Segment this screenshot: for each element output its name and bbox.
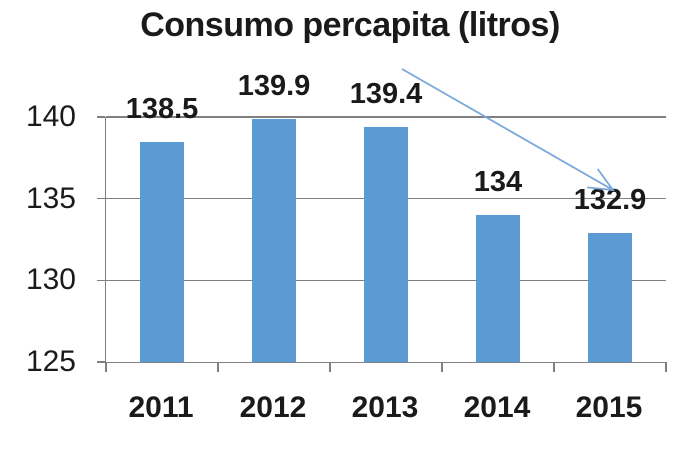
bar-value-label: 132.9 — [573, 183, 647, 216]
y-axis-tick-label: 130 — [25, 263, 76, 297]
x-axis-category-label: 2014 — [463, 391, 531, 424]
x-axis-category-label: 2012 — [239, 391, 307, 424]
bar-value-label: 138.5 — [125, 92, 199, 125]
x-axis-tick — [329, 362, 331, 372]
x-axis-tick — [217, 362, 219, 372]
bar — [252, 118, 296, 362]
x-axis-tick — [441, 362, 443, 372]
bar-value-label: 139.9 — [237, 69, 311, 102]
bar — [588, 232, 632, 362]
x-axis-category-label: 2015 — [575, 391, 643, 424]
y-axis-tick-label: 135 — [25, 181, 76, 215]
bar — [364, 126, 408, 362]
chart-title: Consumo percapita (litros) — [140, 6, 560, 44]
x-axis-tick — [105, 362, 107, 372]
bar — [140, 141, 184, 362]
y-axis-tick-label: 140 — [25, 100, 76, 133]
y-axis-tick — [96, 197, 105, 200]
bar-value-label: 139.4 — [349, 77, 423, 110]
bar-value-label: 134 — [473, 166, 523, 198]
gridline — [106, 116, 666, 118]
y-axis-tick — [96, 279, 105, 282]
y-axis-tick-label: 125 — [25, 345, 76, 378]
x-axis-tick — [665, 362, 667, 372]
bar — [476, 215, 520, 362]
x-axis-tick — [553, 362, 555, 372]
y-axis-tick — [96, 116, 105, 118]
x-axis-category-label: 2011 — [128, 391, 194, 424]
y-axis-tick — [96, 361, 105, 363]
plot-area: 138.5 139.9 139.4 134 132.9 — [96, 71, 667, 372]
x-axis-category-label: 2013 — [351, 391, 419, 424]
